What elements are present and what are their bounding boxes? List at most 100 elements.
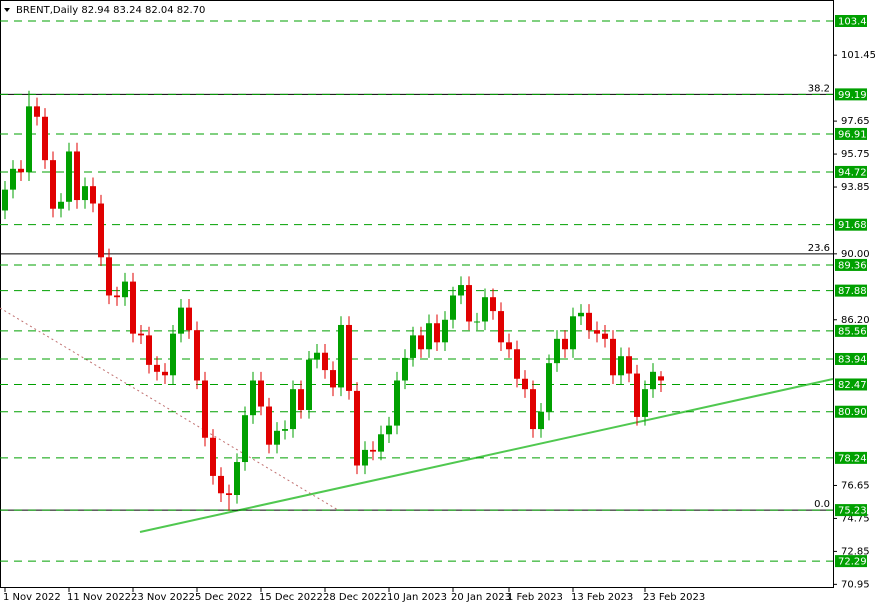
x-tick-label: 5 Dec 2022 bbox=[195, 592, 253, 603]
candle-body bbox=[362, 449, 368, 466]
level-box bbox=[835, 324, 867, 337]
level-box bbox=[835, 14, 867, 27]
candle-body bbox=[482, 297, 488, 322]
candle-body bbox=[346, 324, 352, 391]
candle-body bbox=[138, 333, 144, 336]
x-tick-label: 1 Feb 2023 bbox=[507, 592, 563, 603]
menu-arrow[interactable] bbox=[4, 8, 10, 12]
x-tick-label: 20 Jan 2023 bbox=[451, 592, 511, 603]
level-label: 72.29 bbox=[838, 557, 867, 568]
plot-frame bbox=[0, 0, 834, 588]
candle-body bbox=[122, 281, 128, 298]
candle-body bbox=[298, 389, 304, 410]
x-tick-label: 23 Feb 2023 bbox=[643, 592, 705, 603]
candle-body bbox=[234, 462, 240, 496]
candle-body bbox=[186, 307, 192, 331]
candle-body bbox=[90, 186, 96, 204]
y-tick-label: 101.45 bbox=[841, 50, 875, 61]
candle-body bbox=[82, 186, 88, 201]
candle-body bbox=[146, 335, 152, 365]
candle-body bbox=[218, 475, 224, 494]
x-tick-label: 1 Nov 2022 bbox=[3, 592, 61, 603]
candle-body bbox=[330, 370, 336, 388]
level-label: 78.24 bbox=[838, 453, 867, 464]
candle-body bbox=[410, 335, 416, 358]
candle-body bbox=[42, 116, 48, 161]
candle-body bbox=[314, 352, 320, 360]
y-tick-label: 86.20 bbox=[841, 315, 870, 326]
candle-body bbox=[538, 411, 544, 430]
level-label: 82.47 bbox=[838, 380, 867, 391]
level-box bbox=[835, 218, 867, 231]
level-box bbox=[835, 405, 867, 418]
candle-body bbox=[402, 357, 408, 381]
y-tick-label: 90.00 bbox=[841, 249, 870, 260]
level-label: 91.68 bbox=[838, 220, 867, 231]
candle-body bbox=[74, 151, 80, 201]
candle-body bbox=[570, 316, 576, 350]
candle-body bbox=[154, 364, 160, 372]
candle-body bbox=[602, 333, 608, 339]
level-label: 80.90 bbox=[838, 407, 867, 418]
candle-body bbox=[458, 285, 464, 296]
level-label: 103.42 bbox=[838, 16, 873, 27]
level-box bbox=[835, 555, 867, 568]
level-label: 85.56 bbox=[838, 326, 867, 337]
candle-body bbox=[210, 437, 216, 476]
trend-line bbox=[139, 378, 834, 533]
level-box bbox=[835, 284, 867, 297]
candle-body bbox=[242, 415, 248, 463]
candle-body bbox=[226, 493, 232, 496]
candle-body bbox=[26, 106, 32, 173]
candle-body bbox=[282, 429, 288, 431]
candle-body bbox=[626, 356, 632, 374]
candle-body bbox=[50, 160, 56, 209]
candle-body bbox=[442, 319, 448, 343]
candle-body bbox=[418, 335, 424, 350]
fib-label: 38.2 bbox=[808, 83, 830, 94]
candle-body bbox=[490, 297, 496, 312]
level-label: 89.36 bbox=[838, 260, 867, 271]
level-box bbox=[835, 127, 867, 140]
candle-body bbox=[250, 380, 256, 416]
candle-body bbox=[370, 449, 376, 452]
candle-body bbox=[514, 349, 520, 379]
candle-body bbox=[530, 389, 536, 430]
y-tick-label: 72.85 bbox=[841, 546, 870, 557]
candle-body bbox=[322, 352, 328, 371]
candle-body bbox=[546, 363, 552, 412]
candle-body bbox=[586, 312, 592, 331]
candle-body bbox=[426, 323, 432, 350]
candle-body bbox=[266, 406, 272, 445]
candle-body bbox=[554, 338, 560, 364]
candle-body bbox=[594, 330, 600, 334]
candle-body bbox=[658, 376, 664, 381]
candle-body bbox=[354, 390, 360, 466]
candle-body bbox=[306, 359, 312, 410]
level-label: 87.88 bbox=[838, 286, 867, 297]
candle-body bbox=[170, 333, 176, 376]
candle-body bbox=[194, 330, 200, 381]
candle-body bbox=[2, 189, 8, 211]
x-tick-label: 13 Feb 2023 bbox=[571, 592, 633, 603]
y-tick-label: 97.65 bbox=[841, 116, 870, 127]
level-box bbox=[835, 258, 867, 271]
candle-body bbox=[114, 295, 120, 298]
level-box bbox=[835, 378, 867, 391]
candle-body bbox=[498, 311, 504, 343]
candle-body bbox=[562, 338, 568, 350]
level-label: 99.19 bbox=[838, 90, 867, 101]
candle-body bbox=[10, 168, 16, 190]
level-label: 75.23 bbox=[838, 506, 867, 517]
level-box bbox=[835, 165, 867, 178]
candle-body bbox=[642, 389, 648, 417]
candle-body bbox=[650, 371, 656, 390]
candle-body bbox=[18, 168, 24, 173]
y-tick-label: 76.65 bbox=[841, 480, 870, 491]
candle-body bbox=[66, 151, 72, 202]
candle-body bbox=[162, 371, 168, 376]
candle-body bbox=[290, 389, 296, 430]
candle-body bbox=[130, 281, 136, 334]
candle-body bbox=[618, 356, 624, 376]
